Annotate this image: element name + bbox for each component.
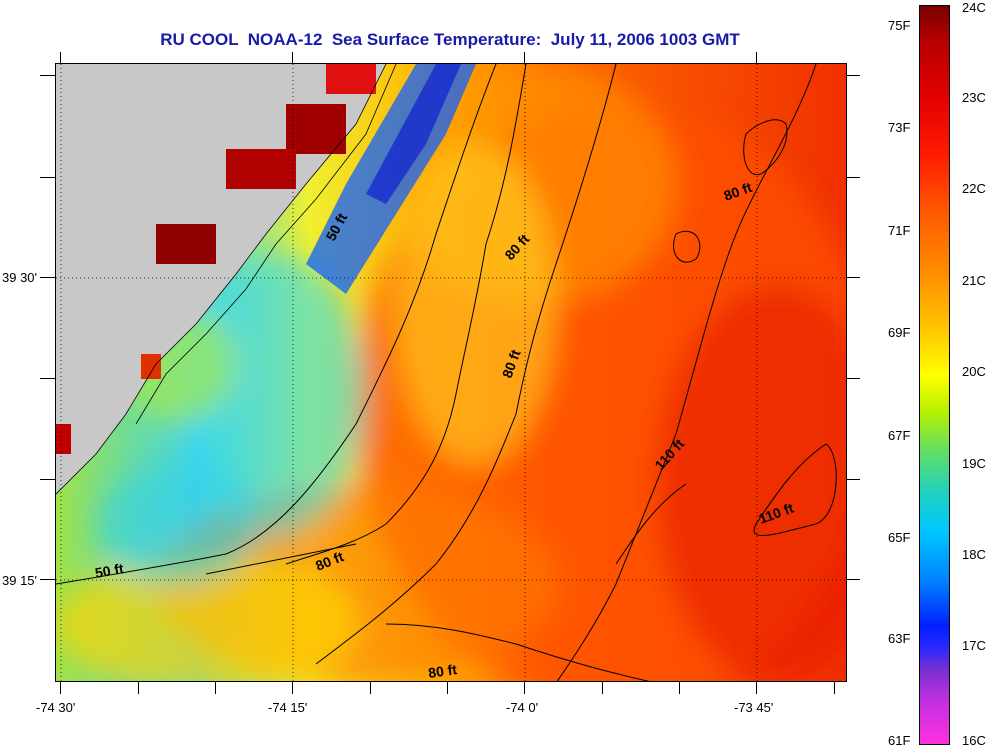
colorbar-f-label: 75F <box>888 18 911 33</box>
colorbar-f-label: 67F <box>888 428 911 443</box>
colorbar-c-label: 20C <box>962 364 986 379</box>
colorbar-c-label: 21C <box>962 273 986 288</box>
x-axis-label: -74 0' <box>506 700 539 715</box>
contour-labels: 50 ft 80 ft 80 ft 80 ft 110 ft 110 ft 50… <box>94 179 796 681</box>
coastline <box>56 64 397 495</box>
x-axis-label: -74 15' <box>268 700 308 715</box>
grid-lines <box>56 64 846 681</box>
colorbar-f-label: 63F <box>888 631 911 646</box>
colorbar-f-label: 71F <box>888 223 911 238</box>
hot-land-pixels <box>56 64 376 454</box>
colorbar-c-label: 19C <box>962 456 986 471</box>
depth-contours <box>56 64 837 681</box>
sst-map: 50 ft 80 ft 80 ft 80 ft 110 ft 110 ft 50… <box>55 63 847 682</box>
colorbar-c-label: 16C <box>962 733 986 748</box>
colorbar-c-label: 22C <box>962 181 986 196</box>
temperature-colorbar <box>919 5 950 745</box>
land-mass <box>56 64 386 494</box>
colorbar-f-label: 61F <box>888 733 911 748</box>
cold-streak-inner <box>366 64 461 204</box>
x-axis-label: -73 45' <box>734 700 774 715</box>
colorbar-c-label: 18C <box>962 547 986 562</box>
map-title: RU COOL NOAA-12 Sea Surface Temperature:… <box>160 30 740 49</box>
colorbar-c-label: 24C <box>962 0 986 15</box>
colorbar-f-label: 73F <box>888 120 911 135</box>
colorbar-f-label: 65F <box>888 530 911 545</box>
colorbar-c-label: 23C <box>962 90 986 105</box>
colorbar-f-label: 69F <box>888 325 911 340</box>
y-axis-label: 39 15' <box>2 573 38 588</box>
colorbar-c-label: 17C <box>962 638 986 653</box>
sst-blobs <box>56 64 846 681</box>
y-axis-label: 39 30' <box>2 270 38 285</box>
contour-label: 80 ft <box>427 661 458 681</box>
x-axis-label: -74 30' <box>36 700 76 715</box>
contour-label: 50 ft <box>94 560 125 581</box>
sst-map-canvas: 50 ft 80 ft 80 ft 80 ft 110 ft 110 ft 50… <box>56 64 846 681</box>
